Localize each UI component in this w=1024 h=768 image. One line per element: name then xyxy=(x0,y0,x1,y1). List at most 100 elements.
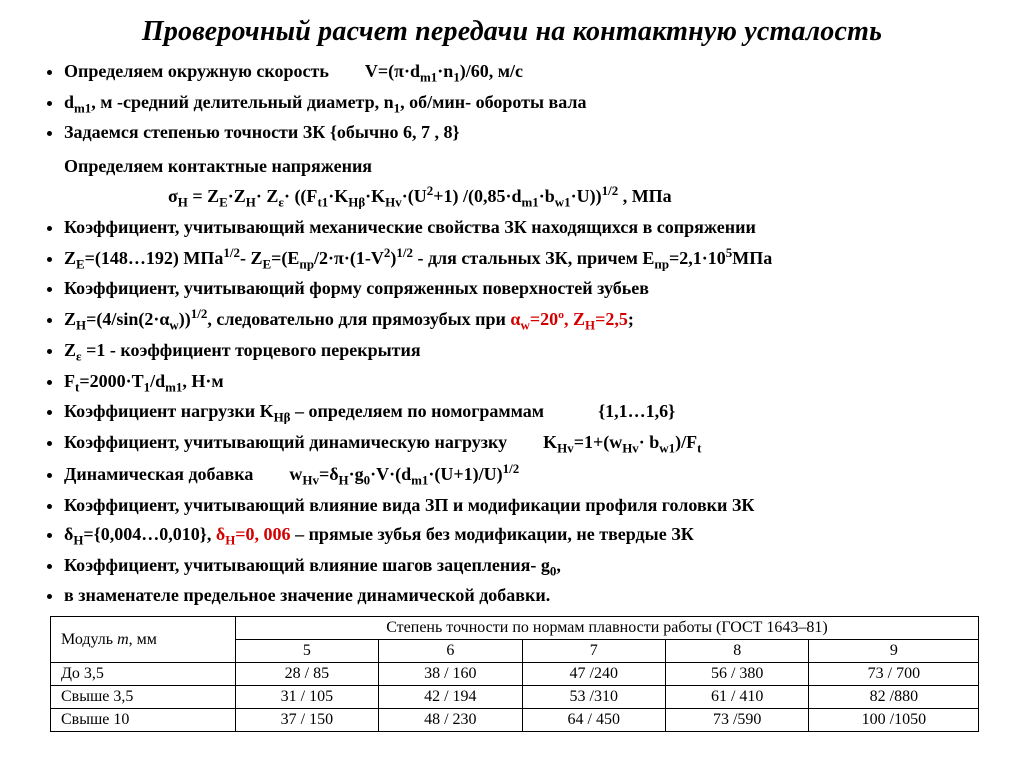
txt: ={0,004…0,010}, xyxy=(83,524,215,544)
txt: F xyxy=(64,371,75,391)
table-header-row: Модуль m, мм Степень точности по нормам … xyxy=(51,617,979,640)
txt: Определяем окружную скорость V=(π·d xyxy=(64,61,420,81)
th-col: 7 xyxy=(522,640,665,663)
th-col: 8 xyxy=(666,640,809,663)
sub: H xyxy=(225,533,235,548)
line-denominator: в знаменателе предельное значение динами… xyxy=(64,582,996,610)
txt: σ xyxy=(168,186,178,206)
sub: H xyxy=(585,318,595,333)
accuracy-table: Модуль m, мм Степень точности по нормам … xyxy=(50,616,979,732)
sub: H xyxy=(339,473,349,488)
sub: w1 xyxy=(555,195,571,210)
sub: w xyxy=(520,318,529,333)
sub: m1 xyxy=(420,70,437,85)
txt: - для стальных ЗК, причем E xyxy=(413,248,654,268)
txt-red: δH=0, 006 xyxy=(216,524,291,544)
sup: 1/2 xyxy=(602,183,619,198)
txt: =δ xyxy=(319,464,339,484)
line-Zeps: Zε =1 - коэффициент торцевого перекрытия xyxy=(64,337,996,367)
line-deltaH-desc: Коэффициент, учитывающий влияние вида ЗП… xyxy=(64,492,996,520)
bullet-list-2: Коэффициент, учитывающий механические св… xyxy=(28,214,996,610)
txt: Z xyxy=(64,248,76,268)
txt: ·(U xyxy=(402,186,427,206)
line-diameter: dm1, м -средний делительный диаметр, n1,… xyxy=(64,89,996,119)
sup: 1/2 xyxy=(191,306,208,321)
txt: - Z xyxy=(240,248,263,268)
txt: Динамическая добавка w xyxy=(64,464,302,484)
td-cell: 53 /310 xyxy=(522,686,665,709)
txt: , xyxy=(556,555,561,575)
txt: = Z xyxy=(188,186,219,206)
txt: ·Z xyxy=(228,186,246,206)
txt: Z xyxy=(64,309,76,329)
txt: =(148…192) МПа xyxy=(85,248,224,268)
sub: w xyxy=(169,318,178,333)
sub: Hβ xyxy=(348,195,365,210)
txt: =20º, Z xyxy=(530,309,585,329)
line-deltaH-value: δ H ={0,004…0,010}, δH=0, 006 – прямые зуб… xyxy=(64,521,996,551)
line-velocity: Определяем окружную скорость V=(π·dm1·n1… xyxy=(64,58,996,88)
td-cell: 28 / 85 xyxy=(235,663,378,686)
sub: Hβ xyxy=(274,410,291,425)
txt: )) xyxy=(179,309,191,329)
sub: Hv xyxy=(557,440,574,455)
line-KHb: Коэффициент нагрузки KHβ – определяем по… xyxy=(64,398,996,428)
txt: )/F xyxy=(675,432,697,452)
txt: , МПа xyxy=(618,186,672,206)
txt: α xyxy=(510,309,520,329)
txt: =0, 006 xyxy=(235,524,290,544)
txt: · b xyxy=(639,432,660,452)
txt: · Z xyxy=(256,186,279,206)
txt: , об/мин- обороты вала xyxy=(400,92,586,112)
line-sigmaH-formula: σH = ZE·ZH· Zε· ((Ft1·KHβ·KHv·(U2+1) /(0… xyxy=(168,181,996,213)
txt: =2000·T xyxy=(79,371,143,391)
td-rowhead: До 3,5 xyxy=(51,663,236,686)
td-cell: 64 / 450 xyxy=(522,709,665,732)
table-row: Свыше 10 37 / 150 48 / 230 64 / 450 73 /… xyxy=(51,709,979,732)
th-col: 6 xyxy=(379,640,522,663)
line-ZH-desc: Коэффициент, учитывающий форму сопряженн… xyxy=(64,275,996,303)
sub: E xyxy=(262,256,271,271)
sub: H xyxy=(246,195,256,210)
txt: =2,5 xyxy=(595,309,628,329)
txt: ·V·(d xyxy=(370,464,411,484)
txt: Коэффициент, учитывающий влияние шагов з… xyxy=(64,555,550,575)
td-cell: 100 /1050 xyxy=(809,709,979,732)
txt: δ xyxy=(64,524,73,544)
td-cell: 37 / 150 xyxy=(235,709,378,732)
line-accuracy-degree: Задаемся степенью точности ЗК {обычно 6,… xyxy=(64,119,996,147)
line-wHv: Динамическая добавка wHv=δH·g0·V·(dm1·(U… xyxy=(64,459,996,491)
line-contact-stress-heading: Определяем контактные напряжения xyxy=(64,153,996,181)
sub: Hv xyxy=(622,440,639,455)
txt: ·K xyxy=(365,186,385,206)
txt: d xyxy=(64,92,74,112)
td-rowhead: Свыше 3,5 xyxy=(51,686,236,709)
line-ZE-desc: Коэффициент, учитывающий механические св… xyxy=(64,214,996,242)
slide-page: Проверочный расчет передачи на контактну… xyxy=(0,0,1024,768)
txt: )/60, м/с xyxy=(460,61,523,81)
txt: , следовательно для прямозубых при xyxy=(207,309,510,329)
td-cell: 73 / 700 xyxy=(809,663,979,686)
txt: Коэффициент нагрузки K xyxy=(64,401,274,421)
sub: H xyxy=(76,318,86,333)
txt: ; xyxy=(628,309,634,329)
sub: t xyxy=(697,440,701,455)
txt: =1 - коэффициент торцевого перекрытия xyxy=(82,340,421,360)
table-row: До 3,5 28 / 85 38 / 160 47 /240 56 / 380… xyxy=(51,663,979,686)
txt: Z xyxy=(64,340,76,360)
line-ZH-formula: ZH=(4/sin(2·αw))1/2, следовательно для п… xyxy=(64,304,996,336)
td-cell: 82 /880 xyxy=(809,686,979,709)
sub: H xyxy=(178,195,188,210)
txt: ·U)) xyxy=(571,186,602,206)
th-col: 9 xyxy=(809,640,979,663)
txt: , Н·м xyxy=(182,371,223,391)
line-ZE-formula: ZE=(148…192) МПа1/2- ZE=(Eпр/2·π·(1-V2)1… xyxy=(64,243,996,275)
txt: /2·π·(1-V xyxy=(314,248,384,268)
txt: ·K xyxy=(328,186,348,206)
txt: – прямые зубья без модификации, не тверд… xyxy=(291,524,694,544)
sub: пр xyxy=(654,256,669,271)
txt-red: αw=20º, ZH=2,5 xyxy=(510,309,627,329)
txt: =2,1·10 xyxy=(669,248,726,268)
sub: m1 xyxy=(165,379,182,394)
td-cell: 48 / 230 xyxy=(379,709,522,732)
